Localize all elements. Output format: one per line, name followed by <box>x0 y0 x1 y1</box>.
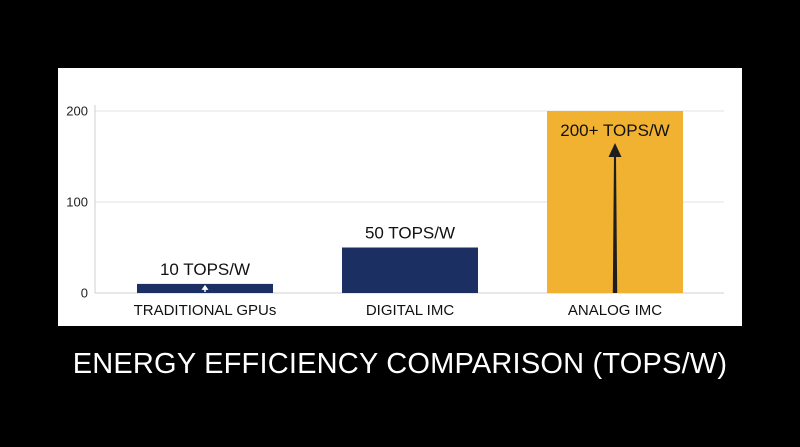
y-tick-label: 0 <box>81 286 88 301</box>
bar-digital-imc <box>342 247 478 293</box>
category-label: ANALOG IMC <box>568 302 662 319</box>
up-arrow-icon <box>201 284 209 290</box>
chart-caption: ENERGY EFFICIENCY COMPARISON (TOPS/W) <box>72 348 728 380</box>
data-label: 200+ TOPS/W <box>560 121 669 140</box>
category-label: TRADITIONAL GPUs <box>134 302 277 319</box>
data-label: 50 TOPS/W <box>365 224 455 243</box>
bar-chart: 0 100 200 TRADITIONAL GPUs 10 TOPS/W DIGITAL … <box>66 104 724 319</box>
category-label: DIGITAL IMC <box>366 302 455 319</box>
y-tick-label: 200 <box>66 104 88 119</box>
up-arrow-icon <box>608 143 622 157</box>
data-label: 10 TOPS/W <box>160 260 250 279</box>
up-arrow-shaft <box>612 155 618 293</box>
chart-panel: 0 100 200 TRADITIONAL GPUs 10 TOPS/W DIGITAL … <box>58 68 742 326</box>
y-tick-label: 100 <box>66 195 88 210</box>
